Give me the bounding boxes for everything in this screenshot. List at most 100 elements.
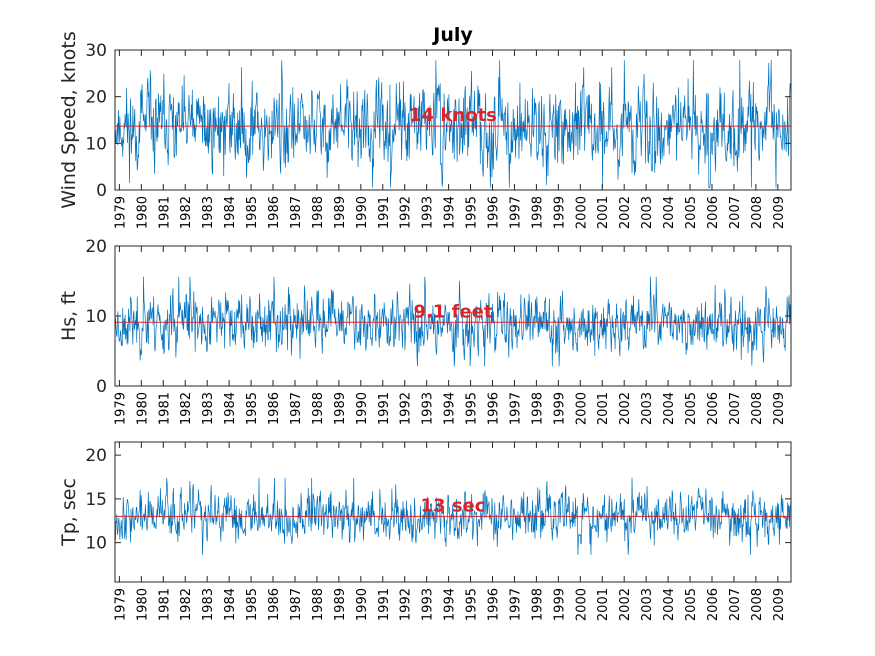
- x-tick-label: 2007: [728, 392, 743, 425]
- y-tick-label: 10: [85, 307, 107, 327]
- x-tick-label: 2000: [574, 392, 589, 425]
- x-tick-label: 1997: [508, 196, 523, 229]
- x-tick-label: 1990: [355, 392, 370, 425]
- x-tick-label: 2005: [684, 196, 699, 229]
- x-tick-label: 1984: [223, 588, 238, 621]
- x-tick-label: 1985: [245, 196, 260, 229]
- x-tick-label: 1994: [443, 196, 458, 229]
- x-tick-label: 1995: [465, 196, 480, 229]
- x-tick-label: 2001: [596, 588, 611, 621]
- x-tick-label: 1985: [245, 588, 260, 621]
- x-tick-label: 1992: [399, 196, 414, 229]
- x-tick-label: 1989: [333, 588, 348, 621]
- y-tick-label: 20: [85, 237, 107, 257]
- x-tick-label: 1983: [201, 588, 216, 621]
- x-tick-label: 1983: [201, 196, 216, 229]
- x-tick-label: 1994: [443, 392, 458, 425]
- chart-title: July: [431, 24, 473, 46]
- panel-2: 9.1 feet 0 10 20 Hs, ft 1979 1980 1981 1982 1983 1…: [58, 237, 792, 425]
- x-tick-label: 2008: [750, 196, 765, 229]
- x-tick-label: 2003: [640, 588, 655, 621]
- x-tick-label: 2001: [596, 392, 611, 425]
- x-tick-label: 2004: [662, 392, 677, 425]
- x-tick-label: 1990: [355, 588, 370, 621]
- y-tick-label: 10: [85, 534, 107, 554]
- x-tick-label: 1993: [421, 196, 436, 229]
- x-tick-label: 1995: [465, 588, 480, 621]
- x-tick-label: 1986: [267, 588, 282, 621]
- y-axis-label: Wind Speed, knots: [58, 31, 80, 208]
- x-tick-label: 1993: [421, 588, 436, 621]
- x-tick-label: 1979: [113, 196, 128, 229]
- x-tick-label: 1982: [179, 588, 194, 621]
- x-tick-label: 2003: [640, 196, 655, 229]
- x-tick-label: 2006: [706, 588, 721, 621]
- x-tick-label: 1999: [552, 588, 567, 621]
- x-tick-label: 1995: [465, 392, 480, 425]
- x-tick-label: 1988: [311, 588, 326, 621]
- x-tick-label: 1984: [223, 392, 238, 425]
- x-tick-label: 2002: [618, 196, 633, 229]
- x-tick-label: 1991: [377, 196, 392, 229]
- x-tick-label: 2000: [574, 196, 589, 229]
- x-tick-label: 1987: [289, 196, 304, 229]
- axes-box: [114, 441, 792, 583]
- x-tick-label: 2005: [684, 392, 699, 425]
- y-tick-label: 10: [85, 134, 107, 154]
- x-tick-label: 1980: [135, 588, 150, 621]
- y-tick-label: 0: [96, 377, 107, 397]
- x-tick-label: 1998: [530, 196, 545, 229]
- x-tick-label: 2007: [728, 196, 743, 229]
- x-tick-label: 1984: [223, 196, 238, 229]
- x-tick-label: 1997: [508, 392, 523, 425]
- x-tick-label: 1998: [530, 392, 545, 425]
- x-tick-label: 2001: [596, 196, 611, 229]
- axes-box: [114, 49, 792, 191]
- y-axis-label: Hs, ft: [58, 291, 80, 341]
- mean-annotation: 9.1 feet: [413, 301, 492, 322]
- y-tick-label: 20: [85, 446, 107, 466]
- x-tick-label: 2008: [750, 392, 765, 425]
- series-line: [114, 477, 792, 555]
- x-tick-label: 2006: [706, 392, 721, 425]
- x-tick-label: 2003: [640, 392, 655, 425]
- x-tick-label: 2008: [750, 588, 765, 621]
- mean-annotation: 14 knots: [409, 105, 497, 126]
- x-tick-label: 2009: [772, 196, 787, 229]
- y-tick-label: 20: [85, 88, 107, 108]
- x-tick-label: 1992: [399, 588, 414, 621]
- series-line: [114, 276, 792, 367]
- x-tick-label: 2004: [662, 196, 677, 229]
- x-tick-label: 1981: [157, 588, 172, 621]
- x-tick-label: 2002: [618, 588, 633, 621]
- x-tick-label: 1999: [552, 392, 567, 425]
- x-tick-label: 1990: [355, 196, 370, 229]
- y-tick-label: 0: [96, 181, 107, 201]
- x-tick-label: 1999: [552, 196, 567, 229]
- x-tick-label: 2004: [662, 588, 677, 621]
- x-tick-label: 2002: [618, 392, 633, 425]
- x-tick-label: 1988: [311, 196, 326, 229]
- x-tick-label: 1997: [508, 588, 523, 621]
- x-tick-label: 1994: [443, 588, 458, 621]
- x-tick-label: 1980: [135, 196, 150, 229]
- x-tick-label: 1987: [289, 392, 304, 425]
- x-tick-label: 2000: [574, 588, 589, 621]
- x-tick-label: 1992: [399, 392, 414, 425]
- x-tick-label: 1986: [267, 392, 282, 425]
- x-tick-label: 1989: [333, 196, 348, 229]
- x-tick-label: 1981: [157, 196, 172, 229]
- x-tick-label: 2005: [684, 588, 699, 621]
- x-tick-label: 1979: [113, 392, 128, 425]
- series-line: [114, 60, 792, 189]
- x-tick-label: 1983: [201, 392, 216, 425]
- x-tick-label: 1987: [289, 588, 304, 621]
- x-tick-label: 1996: [487, 392, 502, 425]
- y-tick-label: 30: [85, 41, 107, 61]
- x-tick-label: 1982: [179, 392, 194, 425]
- x-tick-label: 1993: [421, 392, 436, 425]
- x-tick-label: 1996: [487, 196, 502, 229]
